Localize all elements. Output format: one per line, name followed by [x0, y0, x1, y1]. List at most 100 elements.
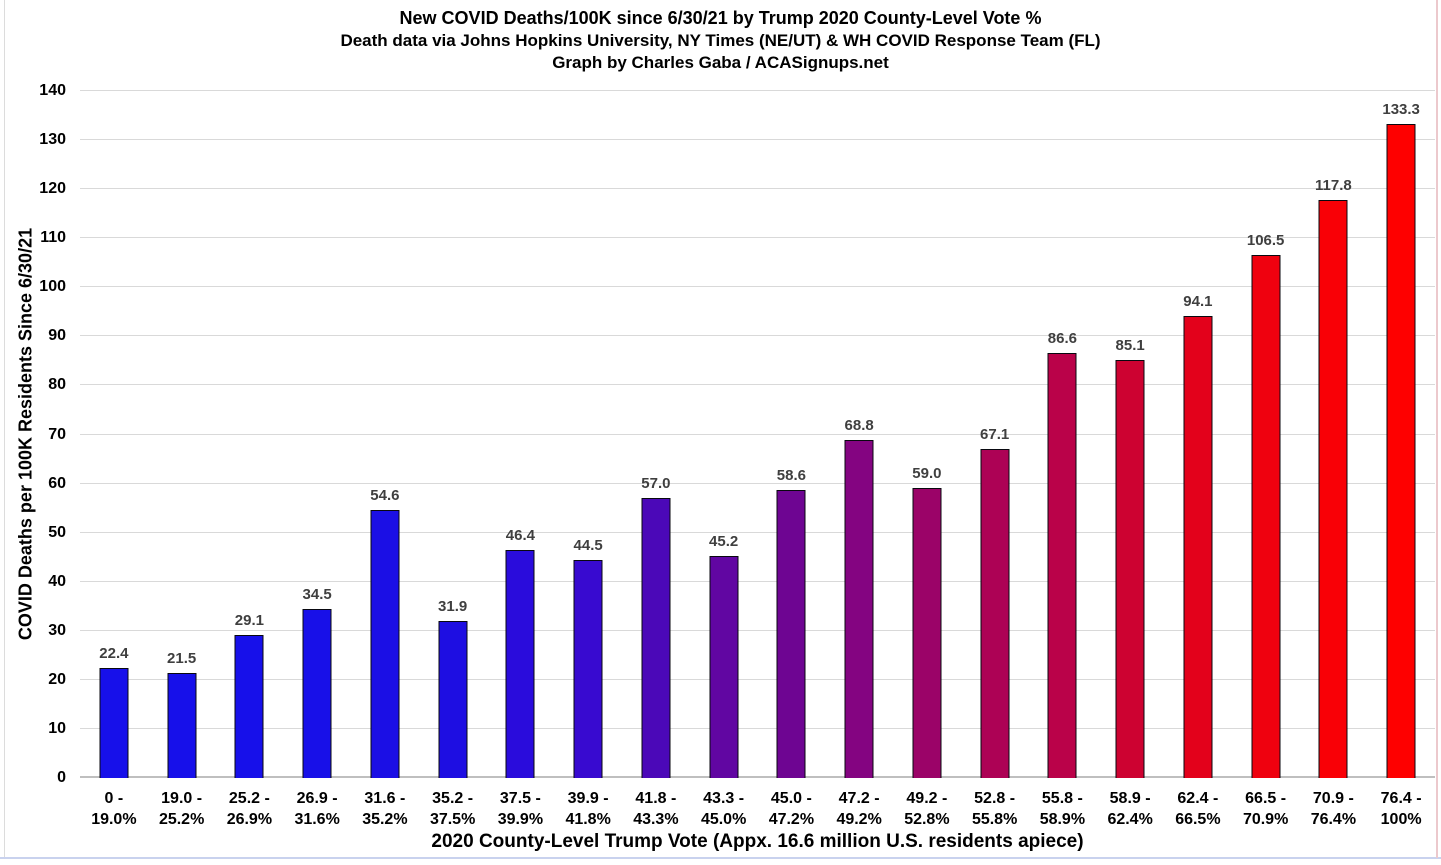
bar-slot: 21.5: [148, 91, 216, 778]
x-tick-label-line: 62.4%: [1107, 811, 1153, 828]
bar-slot: 68.8: [825, 91, 893, 778]
x-axis-ticks: 0 - 19.0% 19.0 - 25.2% 25.2 - 26.9% 26.9 - 31.6…: [80, 788, 1435, 830]
x-axis-title: 2020 County-Level Trump Vote (Appx. 16.6…: [431, 831, 1084, 852]
y-tick-label: 90: [48, 327, 66, 345]
x-tick-label: 70.9 - 76.4%: [1300, 788, 1368, 830]
bar: [1115, 360, 1145, 778]
bar-value-label: 31.9: [438, 598, 468, 616]
y-tick-label: 50: [48, 523, 66, 541]
y-tick-label: 80: [48, 376, 66, 394]
x-tick-label: 58.9 - 62.4%: [1096, 788, 1164, 830]
bar: [1386, 123, 1416, 778]
bars-row: 22.4 21.5 29.1 34.5 54.6 31.9 46.4 44.5 57.0 45.2…: [80, 91, 1435, 778]
x-tick-label: 39.9 - 41.8%: [554, 788, 622, 830]
bar-slot: 45.2: [690, 91, 758, 778]
bar-slot: 106.5: [1232, 91, 1300, 778]
bar-value-label: 44.5: [573, 536, 603, 554]
x-tick-label-line: 76.4 -: [1380, 790, 1422, 807]
bar-value-label: 86.6: [1047, 330, 1077, 348]
bar-value-label: 34.5: [302, 585, 332, 603]
bar-slot: 133.3: [1367, 91, 1435, 778]
x-tick-label-line: 45.0%: [700, 811, 747, 828]
x-tick-label-line: 47.2 -: [838, 790, 880, 807]
gridline: [80, 580, 1435, 582]
bar: [438, 621, 468, 778]
image-border-left: [4, 0, 5, 858]
gridline: [80, 727, 1435, 729]
bar: [1047, 353, 1077, 778]
bar-value-label: 29.1: [234, 612, 264, 630]
bar-value-label: 58.6: [776, 467, 806, 485]
bar-slot: 58.6: [758, 91, 826, 778]
x-tick-label-line: 43.3%: [633, 811, 679, 828]
plot-area: 22.4 21.5 29.1 34.5 54.6 31.9 46.4 44.5 57.0 45.2…: [80, 90, 1435, 778]
x-tick-label-line: 19.0%: [91, 811, 137, 828]
x-tick-label-line: 37.5%: [429, 811, 476, 828]
x-tick-label-line: 26.9 -: [296, 790, 338, 807]
gridline: [80, 678, 1435, 680]
y-tick-label: 10: [48, 719, 66, 737]
y-tick-label: 70: [48, 425, 66, 443]
x-tick-label: 76.4 - 100%: [1367, 788, 1435, 830]
x-tick-label-line: 31.6%: [294, 811, 340, 828]
bar: [776, 490, 806, 778]
x-tick-label-line: 66.5%: [1175, 811, 1221, 828]
x-tick-label: 25.2 - 26.9%: [216, 788, 284, 830]
x-tick-label: 66.5 - 70.9%: [1232, 788, 1300, 830]
gridline: [80, 139, 1435, 141]
bar-value-label: 59.0: [912, 465, 942, 483]
bar: [709, 556, 739, 778]
x-tick-label-line: 76.4%: [1310, 811, 1357, 828]
chart-subtitle-source: Death data via Johns Hopkins University,…: [340, 31, 1101, 50]
bar: [505, 550, 535, 778]
y-axis-ticks: 0 10 20 30 40 50 60 70 80 90 100 110 120 130 140: [0, 82, 66, 786]
x-tick-label-line: 45.0 -: [770, 790, 812, 807]
x-tick-label-line: 37.5 -: [499, 790, 541, 807]
image-border-right: [1436, 0, 1438, 858]
x-tick-label: 37.5 - 39.9%: [487, 788, 555, 830]
bar-value-label: 46.4: [505, 527, 535, 545]
x-tick-label-line: 39.9 -: [567, 790, 609, 807]
gridline: [80, 629, 1435, 631]
bar-value-label: 68.8: [844, 417, 874, 435]
gridline: [80, 188, 1435, 190]
bar-slot: 29.1: [216, 91, 284, 778]
x-tick-label-line: 52.8 -: [974, 790, 1016, 807]
bar-value-label: 67.1: [980, 425, 1010, 443]
x-tick-label-line: 31.6 -: [364, 790, 406, 807]
bar-value-label: 133.3: [1382, 100, 1420, 118]
x-tick-label-line: 0 -: [104, 790, 124, 807]
x-tick-label-line: 43.3 -: [703, 790, 745, 807]
bar-value-label: 22.4: [99, 645, 129, 663]
x-tick-label-line: 49.2%: [836, 811, 882, 828]
y-tick-label: 100: [39, 278, 66, 296]
y-tick-label: 130: [39, 131, 66, 149]
bar: [980, 448, 1010, 778]
bar: [1251, 255, 1281, 778]
x-tick-label-line: 58.9 -: [1109, 790, 1151, 807]
bar-slot: 34.5: [283, 91, 351, 778]
y-tick-label: 30: [48, 621, 66, 639]
x-axis-baseline: [80, 776, 1435, 778]
bar-slot: 85.1: [1096, 91, 1164, 778]
bar-slot: 31.9: [419, 91, 487, 778]
bar-slot: 67.1: [961, 91, 1029, 778]
x-tick-label-line: 35.2%: [362, 811, 408, 828]
bar-slot: 54.6: [351, 91, 419, 778]
x-tick-label-line: 58.9%: [1039, 811, 1086, 828]
bar: [1183, 316, 1213, 778]
y-tick-label: 110: [40, 229, 66, 247]
bar-slot: 57.0: [622, 91, 690, 778]
bar-value-label: 94.1: [1183, 293, 1213, 311]
x-tick-label-line: 41.8%: [565, 811, 611, 828]
x-tick-label-line: 70.9%: [1242, 811, 1289, 828]
chart-title: New COVID Deaths/100K since 6/30/21 by T…: [399, 8, 1042, 28]
x-tick-label-line: 55.8%: [971, 811, 1018, 828]
gridline: [80, 335, 1435, 337]
x-tick-label: 62.4 - 66.5%: [1164, 788, 1232, 830]
x-tick-label-line: 100%: [1380, 811, 1422, 828]
x-tick-label-line: 26.9%: [226, 811, 273, 828]
x-tick-label: 47.2 - 49.2%: [825, 788, 893, 830]
bar-slot: 44.5: [554, 91, 622, 778]
